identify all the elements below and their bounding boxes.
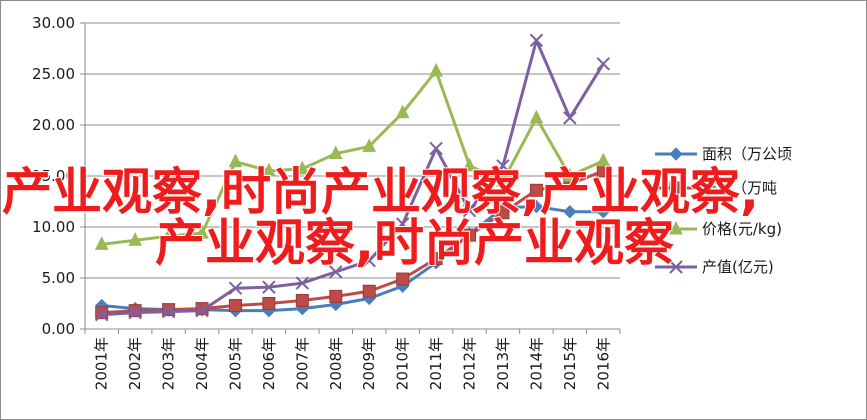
data-point [563,111,577,125]
series-2 [95,164,610,320]
data-point [195,225,209,239]
data-point [94,236,109,250]
x-tick-label: 2006年 [260,337,278,390]
legend-swatch-marker [669,181,683,195]
data-point [596,204,610,219]
x-tick-label: 2003年 [160,337,178,390]
data-point [462,157,477,172]
x-tick-label: 2004年 [193,337,211,390]
y-axis-ticks: 0.00 5.00 10.00 15.00 20.00 25.00 30.00 [32,14,75,338]
x-tick-label: 2010年 [394,337,412,390]
y-tick-label: 10.00 [32,218,75,236]
legend-label: 产量（万吨 [702,179,777,197]
data-point [462,203,477,218]
data-point [496,159,510,173]
data-point [162,303,176,317]
x-axis-ticks: 2001年 2002年 2003年 2004年 2005年 2006年 2007年 2008年… [93,337,613,390]
data-point [228,299,242,313]
data-point [529,183,543,197]
data-point [362,284,376,298]
watermark-line-1: 产业观察,时尚产业观察,产业观察, [2,163,759,221]
watermark-line-2: 产业观察,时尚产业观察 [155,214,674,272]
data-point [596,57,610,71]
data-point [463,228,477,242]
data-point [396,272,410,286]
legend-item-3: 价格(元/kg) [655,220,782,238]
data-point [563,204,577,219]
x-tick-label: 2001年 [93,337,111,390]
data-point [362,138,377,152]
legend-swatch-marker [669,260,683,274]
x-tick-label: 2005年 [226,337,244,390]
data-point [95,306,109,320]
data-point [529,109,544,124]
data-point [395,104,410,119]
series-line [101,69,604,246]
x-tick-label: 2015年 [561,337,579,390]
data-point [429,141,443,156]
legend-label: 产值(亿元) [702,258,774,276]
x-tick-label: 2014年 [527,337,545,390]
y-tick-label: 30.00 [32,14,75,32]
y-tick-label: 25.00 [32,65,75,83]
data-point [596,152,611,167]
x-tick-label: 2007年 [293,337,311,390]
series-3 [94,62,611,250]
data-point [429,252,443,266]
x-tick-label: 2009年 [360,337,378,390]
y-tick-label: 15.00 [32,167,75,185]
data-point [529,199,544,214]
legend-item-2: 产量（万吨 [655,179,777,197]
data-point [529,33,544,48]
legend-swatch-marker [669,147,683,161]
x-tick-label: 2013年 [494,337,512,390]
axes [80,22,621,334]
legend-item-1: 面积（万公顷 [655,145,792,163]
data-point [161,228,176,242]
legend-label: 价格(元/kg) [702,220,782,238]
x-tick-label: 2008年 [327,337,345,390]
data-point [228,281,243,295]
data-point [429,62,443,77]
data-point [128,232,142,246]
y-tick-label: 0.00 [42,320,75,338]
x-tick-label: 2016年 [594,337,612,390]
data-point [496,206,510,220]
data-point [328,145,343,160]
x-tick-label: 2002年 [126,337,144,390]
data-point [329,289,343,303]
y-tick-label: 20.00 [32,116,75,134]
data-point [262,162,276,177]
data-point [262,280,276,294]
data-point [295,293,309,307]
legend-swatch-marker [669,220,683,235]
data-point [295,160,310,175]
data-point [128,305,142,320]
series-layer [94,33,611,322]
series-line [101,169,604,315]
data-point [395,217,410,231]
data-point [228,153,243,168]
x-tick-label: 2012年 [461,337,479,390]
legend-label: 面积（万公顷 [702,145,792,163]
series-line [101,38,605,317]
data-point [295,276,310,290]
data-point [496,172,510,187]
y-tick-label: 5.00 [42,269,75,287]
x-tick-label: 2011年 [427,337,445,390]
gridlines [85,22,620,279]
legend-item-4: 产值(亿元) [655,258,774,276]
data-point [195,303,209,318]
data-point [563,167,577,182]
data-point [362,253,376,268]
data-point [128,304,142,318]
data-point [329,265,343,279]
data-point [262,297,276,310]
series-4 [95,33,610,322]
data-point [95,308,109,322]
data-point [161,304,176,319]
